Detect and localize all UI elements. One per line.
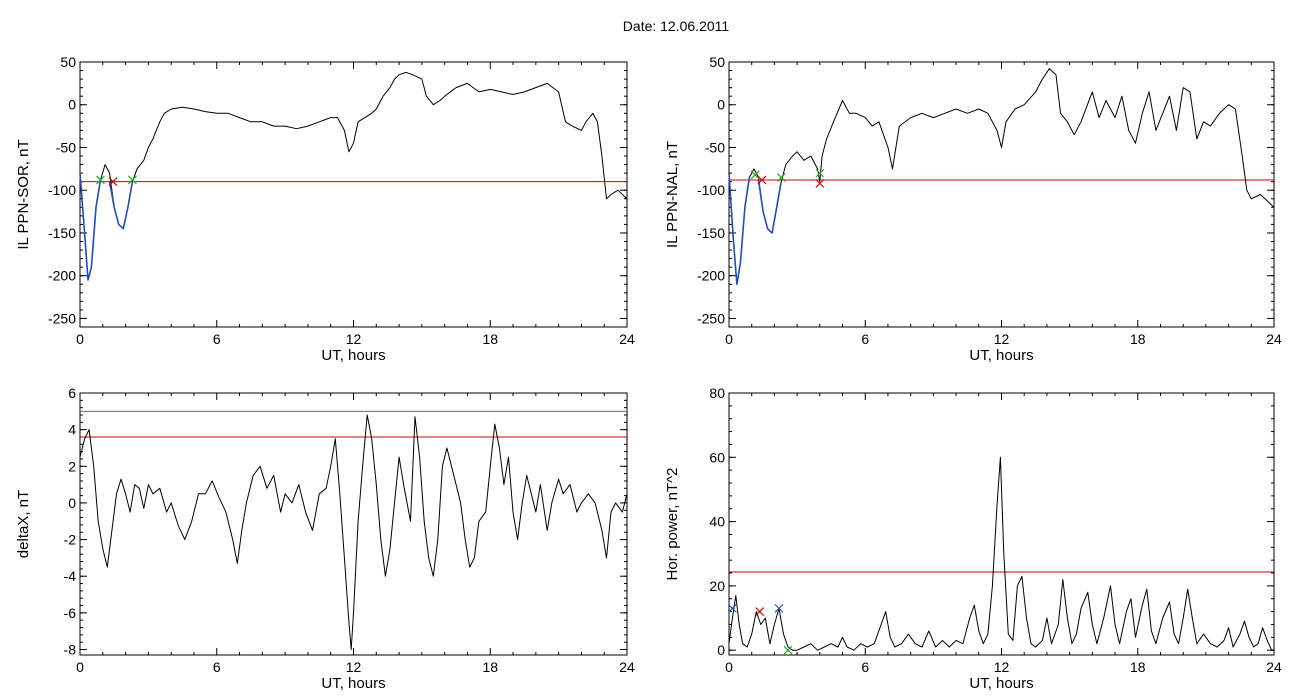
series-line bbox=[79, 71, 628, 281]
y-tick-label: -4 bbox=[64, 568, 77, 584]
x-tick-label: 12 bbox=[994, 659, 1010, 675]
x-marker-stroke bbox=[750, 170, 760, 180]
x-marker bbox=[783, 645, 793, 655]
x-marker bbox=[815, 168, 825, 178]
y-tick-label: 2 bbox=[68, 458, 76, 474]
x-marker-stroke bbox=[776, 172, 786, 182]
y-axis-label: IL PPN-SOR, nT bbox=[15, 139, 32, 249]
x-tick-label: 12 bbox=[994, 331, 1010, 347]
y-tick-label: 50 bbox=[60, 54, 76, 70]
x-tick-label: 6 bbox=[213, 331, 221, 347]
x-tick-label: 12 bbox=[346, 331, 362, 347]
y-tick-label: 0 bbox=[717, 642, 725, 658]
y-tick-label: 60 bbox=[709, 449, 725, 465]
x-axis-label: UT, hours bbox=[321, 675, 385, 692]
y-tick-label: -150 bbox=[697, 225, 725, 241]
x-marker-stroke bbox=[815, 178, 825, 188]
plot-frame bbox=[79, 61, 628, 328]
y-tick-label: 40 bbox=[709, 514, 725, 530]
x-tick-label: 24 bbox=[619, 659, 635, 675]
x-tick-label: 6 bbox=[213, 659, 221, 675]
x-marker-stroke bbox=[96, 175, 105, 185]
x-marker bbox=[127, 175, 137, 185]
x-tick-label: 0 bbox=[76, 331, 84, 347]
chart-panel-power: 0 6 12 18 24 0 20 40 60 80 UT, hours Hor. power, nT… bbox=[664, 385, 1282, 692]
y-tick-label: -8 bbox=[64, 642, 77, 658]
highlight-segment bbox=[757, 179, 782, 234]
x-tick-label: 24 bbox=[619, 331, 635, 347]
x-marker bbox=[757, 175, 767, 185]
y-tick-label: -200 bbox=[48, 268, 76, 284]
x-tick-label: 6 bbox=[861, 659, 869, 675]
x-marker-stroke bbox=[774, 603, 784, 613]
y-tick-label: 6 bbox=[68, 385, 76, 401]
y-tick-label: 0 bbox=[717, 97, 725, 113]
x-tick-label: 0 bbox=[725, 331, 733, 347]
y-tick-label: 4 bbox=[68, 422, 76, 438]
series-line bbox=[728, 456, 1274, 651]
x-marker-stroke bbox=[727, 603, 737, 613]
x-tick-label: 18 bbox=[1130, 331, 1146, 347]
y-tick-label: -250 bbox=[697, 310, 725, 326]
x-marker bbox=[815, 178, 825, 188]
x-tick-label: 18 bbox=[482, 659, 498, 675]
x-marker bbox=[755, 607, 765, 617]
y-tick-label: 0 bbox=[68, 97, 76, 113]
x-marker-stroke bbox=[127, 175, 137, 185]
y-tick-label: -50 bbox=[705, 139, 725, 155]
x-tick-label: 18 bbox=[1130, 659, 1146, 675]
y-tick-label: -250 bbox=[48, 310, 76, 326]
y-tick-label: -100 bbox=[697, 182, 725, 198]
x-axis-label: UT, hours bbox=[321, 347, 385, 364]
x-marker bbox=[776, 172, 786, 182]
plot-frame bbox=[728, 61, 1275, 328]
x-marker-stroke bbox=[755, 607, 765, 617]
x-tick-label: 0 bbox=[725, 659, 733, 675]
y-tick-label: -150 bbox=[48, 225, 76, 241]
y-tick-label: 20 bbox=[709, 578, 725, 594]
x-marker-stroke bbox=[783, 645, 793, 655]
y-tick-label: -50 bbox=[56, 139, 76, 155]
y-tick-label: -6 bbox=[64, 605, 77, 621]
x-marker bbox=[96, 175, 105, 185]
highlight-segment bbox=[108, 181, 134, 230]
x-tick-label: 0 bbox=[76, 659, 84, 675]
x-marker-stroke bbox=[108, 177, 118, 187]
x-axis-label: UT, hours bbox=[969, 675, 1033, 692]
chart-panel-sor: 0 6 12 18 24 -250 -200 -150 -100 -50 0 50 UT, hours I… bbox=[15, 54, 635, 364]
series-line bbox=[79, 414, 628, 650]
highlight-segment bbox=[728, 173, 751, 286]
y-axis-label: deltaX, nT bbox=[15, 490, 32, 558]
x-tick-label: 18 bbox=[482, 331, 498, 347]
y-tick-label: 50 bbox=[709, 54, 725, 70]
series-line bbox=[728, 68, 1275, 285]
y-tick-label: -2 bbox=[64, 532, 77, 548]
x-tick-label: 12 bbox=[346, 659, 362, 675]
chart-panel-nal: 0 6 12 18 24 -250 -200 -150 -100 -50 0 50 UT, hours I… bbox=[664, 54, 1282, 364]
y-tick-label: 80 bbox=[709, 385, 725, 401]
x-marker-stroke bbox=[757, 175, 767, 185]
x-tick-label: 6 bbox=[861, 331, 869, 347]
x-marker-stroke bbox=[815, 168, 825, 178]
y-tick-label: -100 bbox=[48, 182, 76, 198]
y-tick-label: 0 bbox=[68, 495, 76, 511]
y-axis-label: Hor. power, nT^2 bbox=[664, 468, 681, 581]
page-title: Date: 12.06.2011 bbox=[622, 18, 730, 34]
x-marker bbox=[774, 603, 784, 613]
x-marker bbox=[727, 603, 737, 613]
highlight-segment bbox=[79, 173, 102, 281]
y-tick-label: -200 bbox=[697, 268, 725, 284]
x-marker bbox=[108, 177, 118, 187]
x-axis-label: UT, hours bbox=[969, 347, 1033, 364]
x-marker bbox=[750, 170, 760, 180]
x-tick-label: 24 bbox=[1266, 331, 1282, 347]
x-tick-label: 24 bbox=[1266, 659, 1282, 675]
y-axis-label: IL PPN-NAL, nT bbox=[664, 141, 681, 248]
